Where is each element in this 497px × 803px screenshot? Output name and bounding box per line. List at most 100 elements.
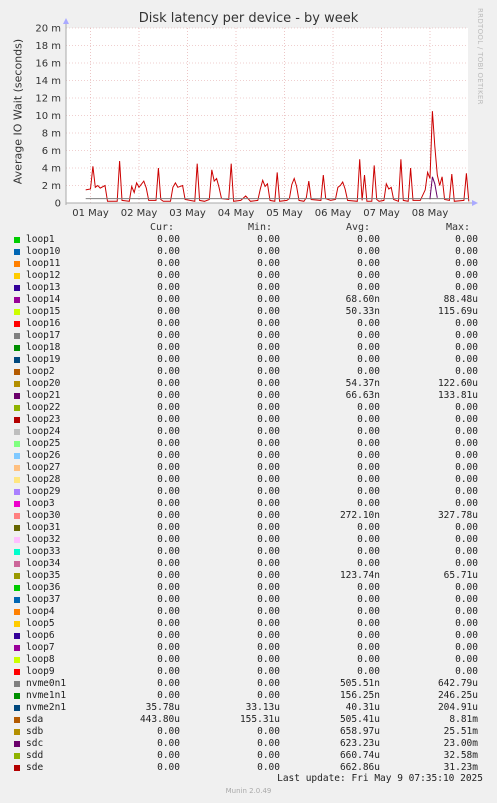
- legend-name: loop3: [26, 498, 55, 509]
- legend-swatch: [14, 465, 20, 471]
- legend-max: 0.00: [455, 450, 478, 461]
- legend-min: 0.00: [257, 558, 280, 569]
- y-tick-label: 0: [55, 199, 61, 210]
- legend-swatch: [14, 297, 20, 303]
- legend-avg: 505.41u: [339, 714, 380, 725]
- legend-avg: 0.00: [357, 498, 380, 509]
- legend-row: nvme1n1 0.00 0.00 156.25n 246.25u: [0, 690, 497, 702]
- legend-max: 0.00: [455, 642, 478, 653]
- legend-name: loop19: [26, 354, 61, 365]
- legend-cur: 0.00: [157, 558, 180, 569]
- legend-row: sdb 0.00 0.00 658.97u 25.51m: [0, 726, 497, 738]
- legend-name: loop26: [26, 450, 61, 461]
- legend-row: loop34 0.00 0.00 0.00 0.00: [0, 558, 497, 570]
- legend-row: loop7 0.00 0.00 0.00 0.00: [0, 642, 497, 654]
- legend-max: 204.91u: [437, 702, 478, 713]
- y-tick-label: 8 m: [42, 129, 61, 140]
- legend-row: nvme0n1 0.00 0.00 505.51n 642.79u: [0, 678, 497, 690]
- legend-name: nvme2n1: [26, 702, 67, 713]
- legend-cur: 0.00: [157, 414, 180, 425]
- legend-avg: 0.00: [357, 282, 380, 293]
- legend-max: 122.60u: [437, 378, 478, 389]
- legend-swatch: [14, 597, 20, 603]
- legend-swatch: [14, 489, 20, 495]
- legend-row: loop29 0.00 0.00 0.00 0.00: [0, 486, 497, 498]
- legend-swatch: [14, 645, 20, 651]
- legend-max: 0.00: [455, 498, 478, 509]
- legend-avg: 66.63n: [345, 390, 380, 401]
- rrdtool-credit: RRDTOOL / TOBI OETIKER: [476, 8, 484, 105]
- legend-row: nvme2n1 35.78u 33.13u 40.31u 204.91u: [0, 702, 497, 714]
- legend-row: loop5 0.00 0.00 0.00 0.00: [0, 618, 497, 630]
- legend-row: loop37 0.00 0.00 0.00 0.00: [0, 594, 497, 606]
- legend-min: 0.00: [257, 726, 280, 737]
- legend-cur: 0.00: [157, 666, 180, 677]
- y-tick-label: 18 m: [35, 41, 61, 52]
- legend-min: 0.00: [257, 738, 280, 749]
- legend-swatch: [14, 741, 20, 747]
- legend-max: 0.00: [455, 402, 478, 413]
- legend-name: loop13: [26, 282, 61, 293]
- legend-cur: 0.00: [157, 342, 180, 353]
- legend-max: 0.00: [455, 366, 478, 377]
- legend-max: 0.00: [455, 534, 478, 545]
- legend-row: loop35 0.00 0.00 123.74n 65.71u: [0, 570, 497, 582]
- legend-swatch: [14, 261, 20, 267]
- legend-avg: 0.00: [357, 414, 380, 425]
- legend-name: loop28: [26, 474, 61, 485]
- legend-cur: 0.00: [157, 378, 180, 389]
- legend-name: loop27: [26, 462, 61, 473]
- legend-avg: 0.00: [357, 534, 380, 545]
- legend-avg: 0.00: [357, 342, 380, 353]
- legend-max: 327.78u: [437, 510, 478, 521]
- series-lines: [85, 111, 470, 203]
- legend-min: 0.00: [257, 474, 280, 485]
- legend-max: 0.00: [455, 354, 478, 365]
- legend-name: nvme0n1: [26, 678, 67, 689]
- legend-cur: 0.00: [157, 330, 180, 341]
- legend-avg: 0.00: [357, 270, 380, 281]
- legend-max: 65.71u: [443, 570, 478, 581]
- legend-name: loop14: [26, 294, 61, 305]
- legend-cur: 0.00: [157, 510, 180, 521]
- legend-swatch: [14, 729, 20, 735]
- legend-min: 0.00: [257, 438, 280, 449]
- legend-min: 0.00: [257, 594, 280, 605]
- legend-min: 0.00: [257, 762, 280, 773]
- legend-cur: 0.00: [157, 234, 180, 245]
- munin-version: Munin 2.0.49: [225, 787, 272, 795]
- legend-cur: 0.00: [157, 282, 180, 293]
- x-tick-label: 06 May: [315, 208, 352, 219]
- legend-min: 0.00: [257, 414, 280, 425]
- legend-cur: 0.00: [157, 306, 180, 317]
- y-tick-label: 2 m: [42, 181, 61, 192]
- legend-min: 0.00: [257, 462, 280, 473]
- legend-max: 32.58m: [443, 750, 478, 761]
- legend-swatch: [14, 429, 20, 435]
- legend-min: 0.00: [257, 522, 280, 533]
- x-axis-arrow: [472, 200, 478, 206]
- legend-avg: 0.00: [357, 546, 380, 557]
- legend-name: loop29: [26, 486, 61, 497]
- legend-min: 0.00: [257, 354, 280, 365]
- legend-min: 0.00: [257, 234, 280, 245]
- legend-min: 0.00: [257, 402, 280, 413]
- legend-min: 0.00: [257, 678, 280, 689]
- legend-min: 0.00: [257, 498, 280, 509]
- legend-row: sde 0.00 0.00 662.86u 31.23m: [0, 762, 497, 774]
- legend-cur: 0.00: [157, 738, 180, 749]
- legend-min: 0.00: [257, 630, 280, 641]
- legend-row: loop26 0.00 0.00 0.00 0.00: [0, 450, 497, 462]
- legend-min: 0.00: [257, 450, 280, 461]
- legend-cur: 0.00: [157, 534, 180, 545]
- legend-row: loop22 0.00 0.00 0.00 0.00: [0, 402, 497, 414]
- legend-min: 0.00: [257, 666, 280, 677]
- legend-row: loop19 0.00 0.00 0.00 0.00: [0, 354, 497, 366]
- legend-name: loop2: [26, 366, 55, 377]
- legend-avg: 0.00: [357, 654, 380, 665]
- legend-cur: 0.00: [157, 690, 180, 701]
- legend-avg: 0.00: [357, 606, 380, 617]
- legend-name: loop4: [26, 606, 55, 617]
- legend-swatch: [14, 657, 20, 663]
- legend-avg: 40.31u: [345, 702, 380, 713]
